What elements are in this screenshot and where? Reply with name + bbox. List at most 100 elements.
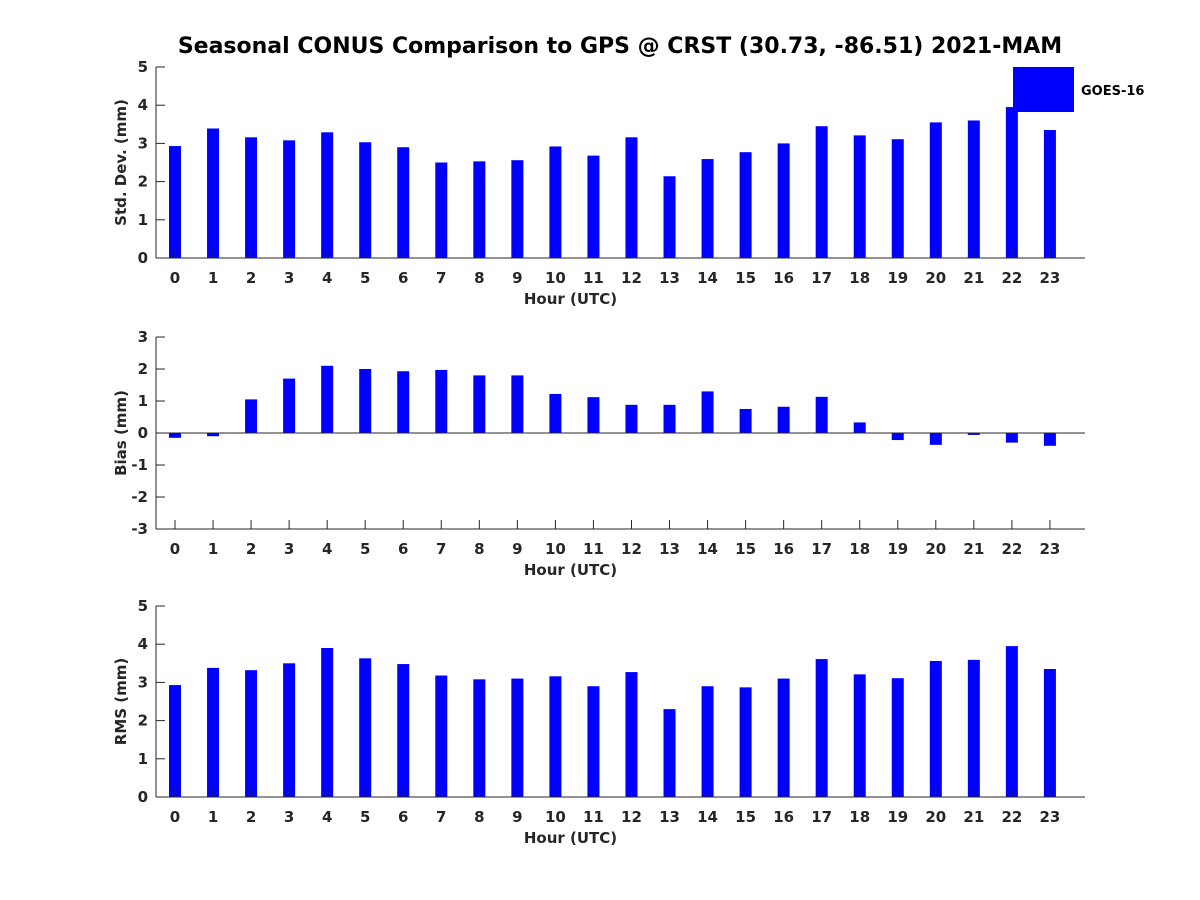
bar-hour-19 bbox=[891, 678, 904, 797]
bar-hour-17 bbox=[815, 396, 828, 433]
bar-hour-13 bbox=[663, 404, 676, 433]
x-tick-label: 5 bbox=[360, 540, 370, 558]
bar-hour-14 bbox=[701, 391, 714, 433]
x-tick-label: 15 bbox=[735, 808, 756, 826]
x-axis-label: Hour (UTC) bbox=[524, 561, 617, 579]
x-tick-label: 16 bbox=[773, 269, 794, 287]
bar-hour-18 bbox=[853, 422, 866, 433]
x-tick-label: 3 bbox=[284, 269, 294, 287]
x-tick-label: 15 bbox=[735, 540, 756, 558]
y-tick-label: 5 bbox=[138, 597, 148, 615]
legend-label: GOES-16 bbox=[1081, 84, 1144, 99]
bar-hour-19 bbox=[891, 433, 904, 441]
x-tick-label: 7 bbox=[436, 540, 446, 558]
x-tick-label: 8 bbox=[474, 540, 484, 558]
x-tick-label: 13 bbox=[659, 269, 680, 287]
bar-hour-22 bbox=[1005, 433, 1018, 443]
y-axis-label: Bias (mm) bbox=[112, 390, 130, 476]
x-tick-label: 23 bbox=[1039, 540, 1060, 558]
bar-hour-11 bbox=[587, 397, 600, 433]
x-tick-label: 19 bbox=[887, 269, 908, 287]
bar-hour-18 bbox=[853, 135, 866, 258]
x-tick-label: 17 bbox=[811, 269, 832, 287]
bar-hour-13 bbox=[663, 709, 676, 797]
x-tick-label: 12 bbox=[621, 808, 642, 826]
bar-hour-9 bbox=[511, 160, 524, 258]
x-tick-label: 13 bbox=[659, 808, 680, 826]
bar-hour-0 bbox=[169, 685, 181, 797]
x-tick-label: 2 bbox=[246, 269, 256, 287]
x-tick-label: 13 bbox=[659, 540, 680, 558]
bar-hour-12 bbox=[625, 137, 638, 258]
x-tick-label: 11 bbox=[583, 269, 604, 287]
x-tick-label: 2 bbox=[246, 808, 256, 826]
x-tick-label: 0 bbox=[170, 269, 180, 287]
y-tick-label: 4 bbox=[138, 96, 148, 114]
x-tick-label: 17 bbox=[811, 808, 832, 826]
x-tick-label: 12 bbox=[621, 540, 642, 558]
x-tick-label: 4 bbox=[322, 269, 332, 287]
bar-hour-0 bbox=[169, 433, 181, 438]
bar-hour-10 bbox=[549, 146, 562, 258]
bar-hour-12 bbox=[625, 404, 638, 433]
bar-hour-11 bbox=[587, 155, 600, 258]
x-tick-label: 7 bbox=[436, 269, 446, 287]
bar-hour-1 bbox=[207, 128, 220, 258]
legend-swatch bbox=[1013, 67, 1074, 112]
y-tick-label: 0 bbox=[138, 249, 148, 267]
x-tick-label: 18 bbox=[849, 269, 870, 287]
x-tick-label: 1 bbox=[208, 269, 218, 287]
bar-hour-12 bbox=[625, 672, 638, 797]
y-tick-label: 2 bbox=[138, 360, 148, 378]
x-tick-label: 10 bbox=[545, 808, 566, 826]
bar-hour-4 bbox=[321, 365, 334, 433]
bar-hour-22 bbox=[1005, 107, 1018, 258]
bar-hour-15 bbox=[739, 687, 752, 797]
x-tick-label: 6 bbox=[398, 540, 408, 558]
y-tick-label: 4 bbox=[138, 635, 148, 653]
bar-hour-1 bbox=[207, 433, 220, 437]
x-tick-label: 18 bbox=[849, 540, 870, 558]
bar-hour-7 bbox=[435, 162, 448, 258]
x-tick-label: 11 bbox=[583, 808, 604, 826]
bar-hour-11 bbox=[587, 686, 600, 797]
bar-hour-9 bbox=[511, 678, 524, 797]
bar-hour-2 bbox=[245, 137, 258, 258]
x-tick-label: 7 bbox=[436, 808, 446, 826]
bar-hour-5 bbox=[359, 369, 372, 433]
bar-hour-17 bbox=[815, 126, 828, 259]
x-tick-label: 5 bbox=[360, 808, 370, 826]
bar-hour-20 bbox=[929, 122, 942, 258]
x-axis-label: Hour (UTC) bbox=[524, 290, 617, 308]
bar-hour-15 bbox=[739, 409, 752, 433]
y-tick-label: 1 bbox=[138, 211, 148, 229]
bar-hour-16 bbox=[777, 143, 790, 258]
x-tick-label: 14 bbox=[697, 540, 718, 558]
x-tick-label: 22 bbox=[1001, 540, 1022, 558]
bar-hour-10 bbox=[549, 393, 562, 433]
bar-hour-21 bbox=[967, 659, 980, 797]
x-tick-label: 3 bbox=[284, 808, 294, 826]
x-tick-label: 9 bbox=[512, 540, 522, 558]
y-tick-label: 2 bbox=[138, 173, 148, 191]
y-axis-label: RMS (mm) bbox=[112, 658, 130, 745]
y-axis-label: Std. Dev. (mm) bbox=[112, 99, 130, 226]
y-tick-label: 1 bbox=[138, 392, 148, 410]
x-tick-label: 17 bbox=[811, 540, 832, 558]
x-tick-label: 5 bbox=[360, 269, 370, 287]
bar-hour-2 bbox=[245, 670, 258, 797]
bar-hour-5 bbox=[359, 142, 372, 258]
bar-hour-8 bbox=[473, 679, 486, 797]
x-tick-label: 0 bbox=[170, 808, 180, 826]
bar-hour-2 bbox=[245, 399, 258, 433]
bar-hour-6 bbox=[397, 664, 410, 797]
x-tick-label: 18 bbox=[849, 808, 870, 826]
x-tick-label: 14 bbox=[697, 269, 718, 287]
y-tick-label: 3 bbox=[138, 673, 148, 691]
x-tick-label: 0 bbox=[170, 540, 180, 558]
bar-hour-0 bbox=[169, 146, 181, 258]
x-tick-label: 16 bbox=[773, 808, 794, 826]
